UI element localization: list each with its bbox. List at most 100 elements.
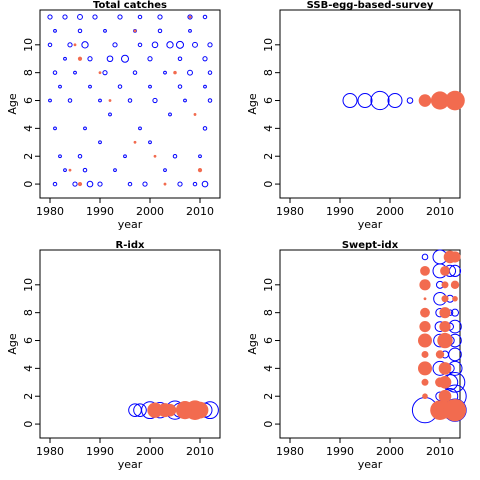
- y-tick-label: 6: [22, 337, 35, 344]
- residual-bubble-positive: [121, 54, 129, 63]
- residual-bubble-positive: [151, 41, 159, 49]
- residual-bubble-positive: [202, 126, 208, 131]
- residual-bubble-positive: [192, 181, 198, 187]
- residual-bubble-positive: [103, 28, 107, 33]
- x-tick-label: 2010: [186, 445, 214, 458]
- residual-bubble-negative: [437, 332, 453, 349]
- residual-bubble-positive: [83, 126, 87, 131]
- residual-bubble-negative: [452, 295, 458, 302]
- residual-bubble-positive: [47, 42, 53, 48]
- residual-bubble-positive: [187, 69, 193, 76]
- x-tick-label: 1980: [36, 205, 64, 218]
- residual-bubble-positive: [207, 98, 213, 103]
- y-axis-label: Age: [246, 93, 259, 115]
- chart-title: R-idx: [116, 240, 145, 251]
- x-tick-label: 2000: [376, 445, 404, 458]
- y-axis-label: Age: [6, 93, 19, 115]
- residual-bubble-negative: [441, 281, 449, 289]
- x-tick-label: 2000: [136, 205, 164, 218]
- y-tick-label: 2: [262, 393, 275, 400]
- y-tick-label: 2: [262, 153, 275, 160]
- residual-bubble-negative: [188, 15, 192, 19]
- y-tick-label: 4: [22, 125, 35, 132]
- y-tick-label: 10: [262, 38, 275, 52]
- residual-bubble-positive: [48, 98, 52, 103]
- y-tick-label: 10: [22, 38, 35, 52]
- residual-bubble-negative: [418, 361, 432, 376]
- residual-bubble-negative: [422, 393, 428, 400]
- residual-bubble-positive: [177, 56, 183, 61]
- residual-bubble-positive: [123, 154, 127, 159]
- residual-bubble-positive: [163, 70, 167, 75]
- residual-bubble-positive: [370, 90, 390, 111]
- residual-bubble-negative: [449, 251, 461, 263]
- chart-title: SSB-egg-based-survey: [307, 0, 434, 11]
- residual-bubble-negative: [418, 333, 432, 348]
- residual-bubble-negative: [438, 362, 452, 375]
- x-tick-label: 1980: [276, 205, 304, 218]
- residual-bubble-negative: [163, 182, 167, 186]
- residual-bubble-positive: [138, 126, 142, 131]
- residual-bubble-negative: [421, 350, 429, 358]
- residual-bubble-negative: [438, 389, 452, 403]
- residual-bubble-positive: [188, 28, 192, 33]
- y-axis-label: Age: [246, 333, 259, 355]
- residual-bubble-negative: [420, 307, 430, 318]
- x-tick-label: 2010: [426, 445, 454, 458]
- residual-bubble-positive: [202, 56, 208, 62]
- residual-bubble-negative: [173, 70, 177, 75]
- residual-bubble-negative: [420, 265, 430, 276]
- x-axis-label: year: [358, 458, 383, 471]
- x-tick-label: 1980: [36, 445, 64, 458]
- y-tick-label: 2: [22, 393, 35, 400]
- y-tick-label: 6: [262, 337, 275, 344]
- residual-bubble-positive: [81, 41, 89, 49]
- residual-bubble-positive: [77, 28, 83, 34]
- residual-bubble-negative: [423, 297, 427, 301]
- residual-bubble-negative: [421, 378, 429, 386]
- residual-bubble-positive: [207, 70, 213, 75]
- residual-bubble-positive: [77, 14, 83, 20]
- residual-bubble-positive: [106, 55, 114, 63]
- residual-bubble-positive: [168, 112, 172, 117]
- x-tick-label: 2000: [376, 205, 404, 218]
- residual-bubble-positive: [102, 70, 108, 76]
- residual-bubble-positive: [342, 93, 358, 109]
- residual-bubble-positive: [202, 14, 208, 20]
- x-tick-label: 1990: [326, 205, 354, 218]
- residual-bubble-negative: [98, 71, 102, 75]
- residual-bubble-positive: [127, 98, 133, 103]
- residual-bubble-positive: [98, 98, 102, 103]
- plot-frame: [39, 249, 221, 439]
- residual-bubble-positive: [87, 56, 93, 62]
- residual-bubble-positive: [72, 181, 78, 187]
- residual-bubble-positive: [67, 98, 73, 103]
- residual-bubble-positive: [108, 112, 112, 117]
- residual-bubble-positive: [58, 84, 62, 89]
- residual-bubble-positive: [147, 56, 153, 62]
- residual-bubble-positive: [113, 168, 117, 173]
- residual-bubble-negative: [441, 295, 449, 303]
- residual-bubble-positive: [448, 347, 462, 362]
- residual-bubble-negative: [191, 401, 209, 419]
- y-tick-label: 8: [22, 309, 35, 316]
- residual-bubble-positive: [451, 308, 459, 317]
- residual-bubble-negative: [77, 181, 83, 187]
- residual-bubble-positive: [92, 14, 98, 20]
- residual-bubble-negative: [133, 140, 137, 144]
- residual-bubble-positive: [187, 14, 193, 20]
- residual-bubble-positive: [52, 181, 58, 187]
- residual-bubble-positive: [133, 403, 147, 417]
- residual-bubble-negative: [435, 350, 445, 359]
- panel-0: Total catches 1980 1990 2000 2010 year 0 2 4 6 8 10…: [6, 0, 221, 231]
- x-tick-label: 2000: [136, 445, 164, 458]
- residual-bubble-positive: [63, 168, 67, 173]
- residual-bubble-positive: [157, 28, 163, 34]
- residual-bubble-negative: [443, 398, 467, 422]
- y-tick-label: 10: [22, 278, 35, 292]
- residual-bubble-negative: [108, 99, 112, 102]
- y-tick-label: 0: [22, 421, 35, 428]
- residual-bubble-positive: [387, 93, 403, 109]
